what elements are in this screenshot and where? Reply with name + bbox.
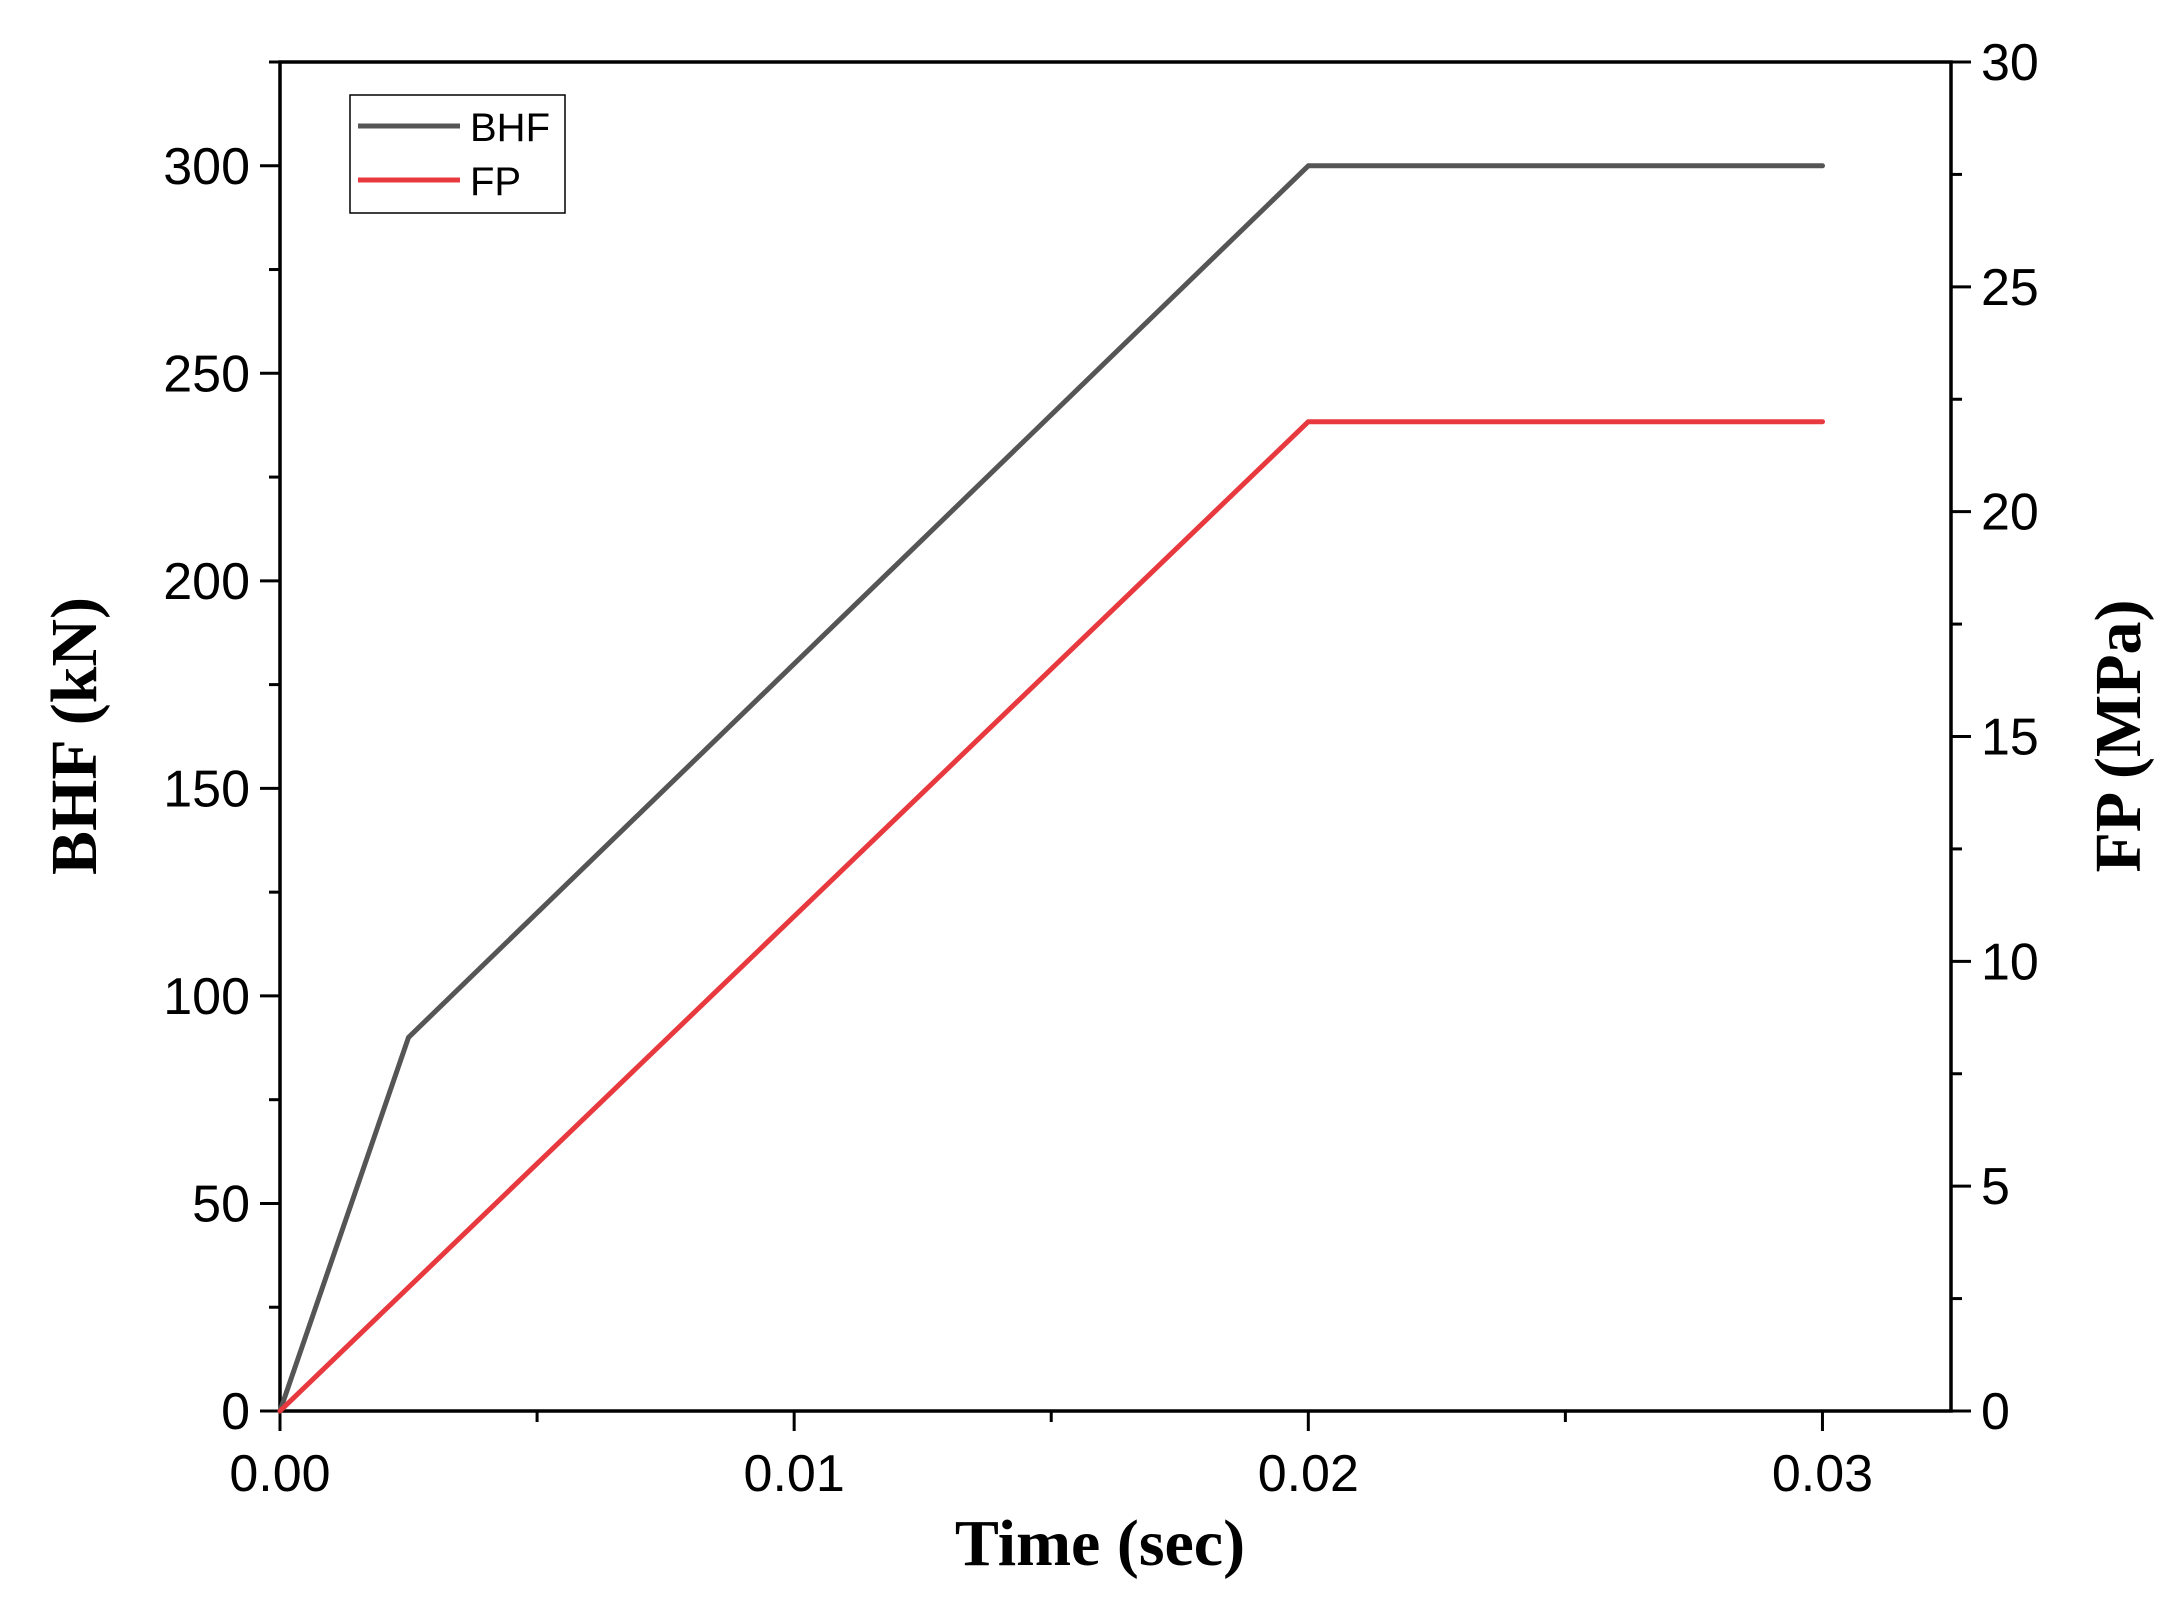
series-line-bhf [277, 163, 1825, 1414]
y2-tick-label: 15 [1981, 709, 2039, 767]
series-layer [277, 163, 1825, 1414]
x-tick-label: 0.02 [1258, 1445, 1359, 1503]
y-tick-label: 200 [163, 553, 250, 611]
legend-label-bhf: BHF [470, 106, 550, 150]
legend: BHF FP [349, 94, 566, 214]
y-tick-label: 0 [221, 1383, 250, 1441]
y2-tick-label: 5 [1981, 1158, 2010, 1216]
y-tick-label: 50 [192, 1175, 250, 1233]
x-tick-label: 0.00 [229, 1445, 330, 1503]
legend-box [349, 94, 566, 214]
y-tick-label: 150 [163, 760, 250, 818]
series-line-fp [277, 419, 1825, 1414]
x-tick-label: 0.03 [1772, 1445, 1873, 1503]
y2-tick-label: 25 [1981, 259, 2039, 317]
y2-tick-label: 0 [1981, 1383, 2010, 1441]
y2-tick-label: 10 [1981, 933, 2039, 991]
ticks-layer: 0.00 0.01 0.02 0.03 0 50 100 150 200 250 300 0 5 10 15… [163, 34, 2039, 1503]
y2-tick-label: 20 [1981, 484, 2039, 542]
legend-label-fp: FP [470, 160, 521, 204]
x-axis-title: Time (sec) [955, 1507, 1245, 1580]
y-tick-label: 100 [163, 968, 250, 1026]
y2-tick-label: 30 [1981, 34, 2039, 92]
y-axis-title: BHF (kN) [38, 597, 111, 875]
y-tick-label: 300 [163, 138, 250, 196]
y2-axis-title: FP (MPa) [2082, 599, 2155, 872]
plot-frame [278, 60, 1953, 1413]
x-tick-label: 0.01 [744, 1445, 845, 1503]
y-tick-label: 250 [163, 345, 250, 403]
